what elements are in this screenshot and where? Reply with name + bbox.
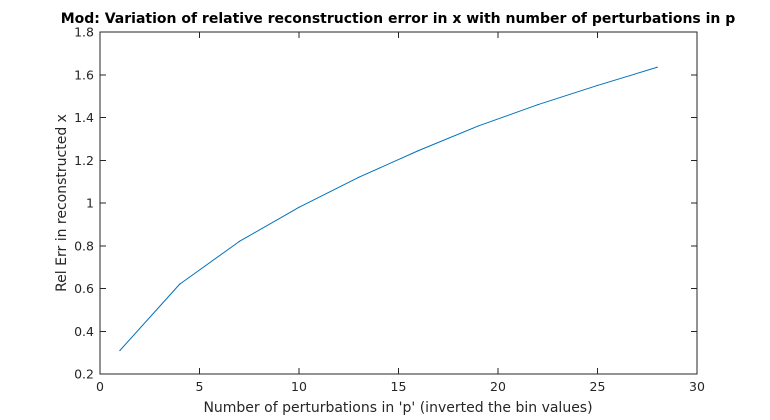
data-point	[596, 84, 599, 87]
plot-area	[99, 31, 698, 375]
y-tick-label: 1.2	[74, 153, 94, 168]
y-tick-label: 0.4	[74, 324, 94, 339]
data-point	[537, 104, 539, 106]
y-tick-label: 1.6	[74, 67, 94, 82]
data-point	[119, 349, 121, 352]
series-line	[119, 66, 658, 351]
x-tick-label: 15	[391, 379, 407, 394]
y-axis-label: Rel Err in reconstructed x	[54, 114, 70, 292]
x-axis-label: Number of perturbations in 'p' (inverted…	[203, 400, 592, 416]
data-point	[417, 150, 419, 152]
data-point	[656, 66, 658, 68]
data-point	[358, 176, 360, 178]
x-tick-label: 20	[490, 379, 506, 394]
data-point	[179, 283, 181, 285]
chart-title: Mod: Variation of relative reconstructio…	[61, 11, 736, 27]
y-tick-label: 1.4	[74, 110, 94, 125]
data-point	[477, 125, 479, 127]
y-tick-label: 0.6	[74, 281, 94, 296]
y-tick-label: 1	[86, 196, 94, 211]
x-tick-label: 30	[689, 379, 705, 394]
x-tick-label: 25	[590, 379, 606, 394]
x-tick-label: 10	[291, 379, 307, 394]
x-tick-label: 0	[96, 379, 104, 394]
series-layer	[119, 66, 658, 352]
y-tick-label: 1.8	[74, 25, 94, 40]
x-tick-label: 5	[196, 379, 204, 394]
y-tick-label: 0.8	[74, 238, 94, 253]
y-axis-ticks: 0.2 0.4 0.6 0.8 1 1.2 1.4 1.6 1.8	[74, 25, 697, 382]
plot-frame	[99, 31, 698, 375]
data-point	[238, 240, 240, 243]
y-tick-label: 0.2	[74, 367, 94, 382]
x-axis-ticks: 0 5 10 15 20 25 30	[96, 32, 705, 394]
data-point	[298, 206, 300, 208]
